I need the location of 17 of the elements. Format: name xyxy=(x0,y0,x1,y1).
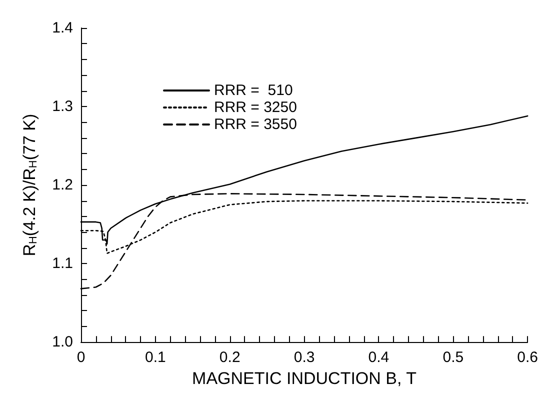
x-tick-label: 0.5 xyxy=(442,349,464,366)
y-axis-title: RH(4.2 K)/RH(77 K) xyxy=(20,114,40,256)
y-tick-label: 1.4 xyxy=(52,20,73,36)
x-tick-label: 0.2 xyxy=(219,349,240,366)
legend-label: RRR = 3550 xyxy=(214,116,297,133)
x-tick-label: 0.3 xyxy=(294,349,315,366)
legend-label: RRR = 510 xyxy=(214,82,293,99)
legend-label: RRR = 3250 xyxy=(214,99,297,116)
x-tick-label: 0 xyxy=(76,349,86,366)
y-tick-label: 1.3 xyxy=(52,98,73,116)
y-tick-label: 1.0 xyxy=(52,334,73,351)
x-tick-label: 0.6 xyxy=(517,349,538,366)
y-tick-label: 1.2 xyxy=(52,176,73,194)
x-tick-label: 0.1 xyxy=(145,349,166,366)
x-axis-title: MAGNETIC INDUCTION B, T xyxy=(192,369,417,388)
y-tick-label: 1.1 xyxy=(52,255,73,272)
x-tick-label: 0.4 xyxy=(368,349,390,366)
